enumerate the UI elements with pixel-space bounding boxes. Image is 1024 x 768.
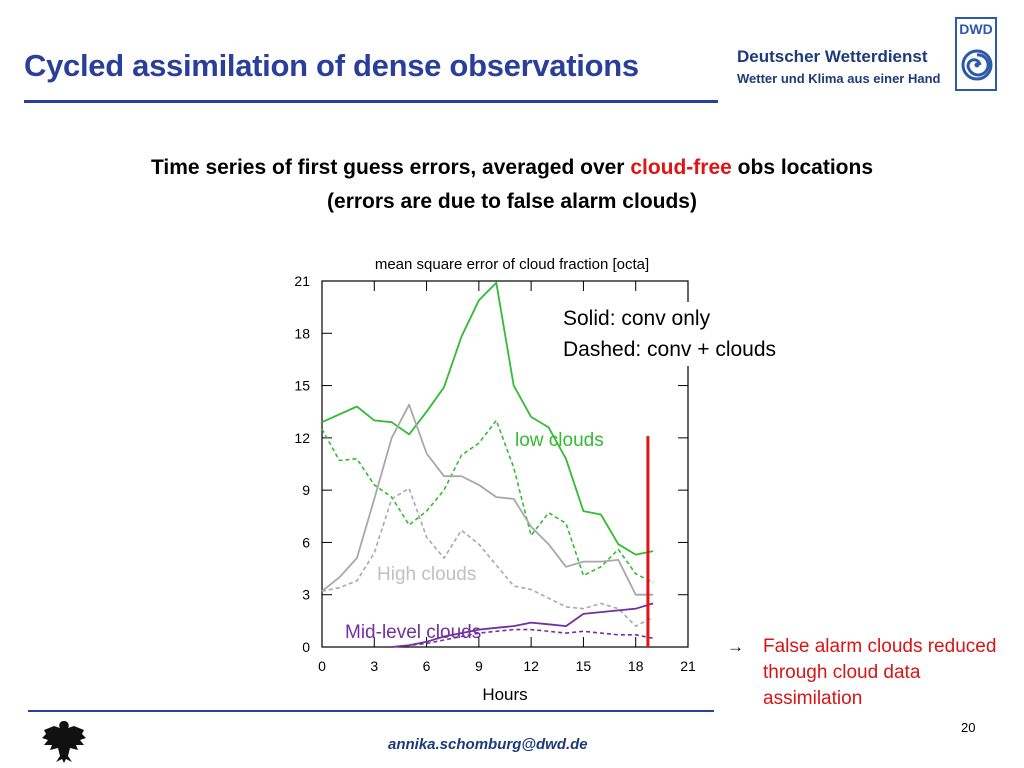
x-tick-label: 3 [370, 658, 378, 674]
y-tick-label: 9 [302, 482, 310, 498]
mse-line-chart: 0 3 6 9 12 15 18 21 0 3 6 9 12 15 18 21 mean square erro… [294, 256, 832, 704]
subtitle-highlight: cloud-free [630, 156, 732, 179]
page-number: 20 [961, 720, 976, 735]
x-axis-label: Hours [482, 685, 527, 704]
low-clouds-label: low clouds [515, 430, 604, 451]
org-tagline: Wetter und Klima aus einer Hand [737, 71, 941, 86]
y-tick-label: 3 [302, 587, 310, 603]
subtitle-line2: (errors are due to false alarm clouds) [327, 190, 697, 213]
series-line-mid-dashed [391, 628, 654, 648]
high-clouds-label: High clouds [377, 564, 476, 585]
logo-text: DWD [959, 21, 993, 37]
x-tick-label: 18 [628, 658, 644, 674]
title-divider [24, 100, 718, 103]
series-line-mid-solid [391, 602, 654, 648]
x-tick-label: 9 [475, 658, 483, 674]
mid-clouds-label: Mid-level clouds [345, 622, 481, 643]
note-text: False alarm clouds reduced through cloud… [763, 636, 997, 709]
y-tick-label: 21 [294, 273, 310, 289]
legend-solid: Solid: conv only [563, 307, 711, 330]
x-tick-label: 0 [318, 658, 326, 674]
series-line-low-dashed [321, 419, 654, 584]
subtitle-part1: Time series of first guess errors, avera… [150, 156, 631, 179]
subtitle-part2: obs locations [731, 156, 874, 179]
y-tick-label: 15 [294, 378, 310, 394]
series-line-high-dashed [321, 487, 654, 627]
x-tick-label: 15 [576, 658, 592, 674]
x-tick-label: 6 [423, 658, 431, 674]
chart-title: mean square error of cloud fraction [oct… [375, 256, 649, 273]
footer-email: annika.schomburg@dwd.de [388, 736, 588, 753]
dwd-logo: DWD [955, 17, 997, 91]
x-tick-label: 21 [680, 658, 696, 674]
y-tick-label: 12 [294, 430, 310, 446]
plot-frame [321, 280, 689, 648]
legend-box [556, 302, 832, 366]
org-name: Deutscher Wetterdienst [737, 47, 928, 66]
slide-title: Cycled assimilation of dense observation… [24, 48, 639, 83]
y-tick-label: 6 [302, 534, 310, 550]
org-block: Deutscher Wetterdienst Wetter und Klima … [737, 47, 940, 86]
federal-eagle-icon [42, 721, 86, 763]
note-block: → False alarm clouds reduced through clo… [727, 634, 1003, 712]
subtitle-line1: Time series of first guess errors, avera… [0, 156, 1024, 180]
arrow-icon: → [727, 637, 744, 656]
series-line-low-solid [321, 281, 654, 556]
series-line-high-solid [321, 403, 654, 596]
footer-divider [28, 710, 714, 712]
y-tick-label: 0 [302, 639, 310, 655]
legend-dashed: Dashed: conv + clouds [563, 338, 776, 361]
x-tick-label: 12 [523, 658, 539, 674]
swirl-icon [961, 49, 993, 81]
y-tick-label: 18 [294, 325, 310, 341]
